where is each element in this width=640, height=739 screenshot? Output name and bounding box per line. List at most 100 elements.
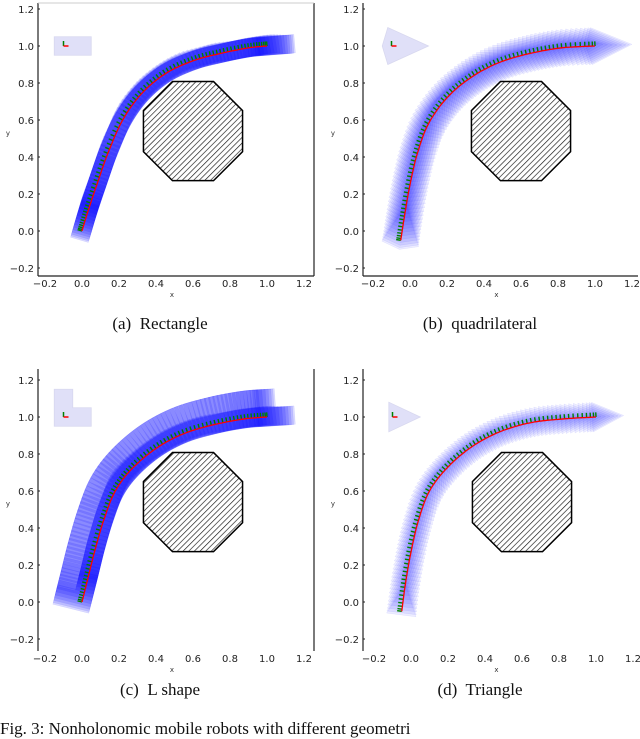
y-tick-label: 0.8 — [343, 79, 359, 90]
x-axis-label: x — [494, 666, 498, 674]
y-tick-label: 0.8 — [343, 450, 359, 461]
x-tick-label: 1.2 — [625, 654, 640, 665]
x-axis-label: x — [170, 666, 174, 674]
caption-d: (d) Triangle — [320, 680, 640, 700]
caption-b-label: (b) — [423, 314, 443, 333]
y-tick-label: −0.2 — [335, 264, 359, 275]
x-tick-label: 0.4 — [148, 654, 164, 665]
y-tick-label: 0.0 — [343, 227, 359, 238]
x-axis-label: x — [494, 291, 498, 299]
x-tick-label: 0.4 — [477, 654, 493, 665]
caption-a-label: (a) — [112, 314, 131, 333]
caption-a-text: Rectangle — [140, 314, 208, 333]
y-tick-label: 0.4 — [18, 153, 34, 164]
x-tick-label: 0.6 — [185, 654, 201, 665]
x-tick-label: 0.0 — [402, 279, 418, 290]
robot-shape-legend — [54, 389, 91, 426]
robot-shape-legend — [382, 28, 428, 65]
y-axis-label: y — [331, 500, 335, 508]
x-tick-label: 1.2 — [624, 279, 640, 290]
x-tick-label: 0.6 — [185, 279, 201, 290]
y-tick-label: 0.0 — [18, 227, 34, 238]
x-tick-label: 0.0 — [403, 654, 419, 665]
x-axis-label: x — [170, 291, 174, 299]
plot-c: 1.2 1.0 0.8 0.6 0.4 0.2 0.0 −0.2 −0.2 0.0 0.2 0.4 0.… — [0, 366, 320, 666]
caption-c-label: (c) — [120, 680, 139, 699]
y-tick-label: 0.6 — [18, 116, 34, 127]
caption-c: (c) L shape — [0, 680, 320, 700]
x-tick-label: 0.2 — [111, 279, 127, 290]
x-tick-label: 0.4 — [476, 279, 492, 290]
y-tick-label: 0.8 — [18, 450, 34, 461]
y-tick-label: 1.0 — [18, 42, 34, 53]
y-tick-label: 1.2 — [18, 5, 34, 16]
plot-a: 1.2 1.0 0.8 0.6 0.4 0.2 0.0 −0.2 −0.2 0.0 0.2 0.4 0.… — [0, 0, 320, 300]
subfigure-d: 1.2 1.0 0.8 0.6 0.4 0.2 0.0 −0.2−0.2 0.0 0.2 0.4 0.… — [320, 366, 640, 666]
y-tick-label: 0.6 — [343, 487, 359, 498]
x-tick-label: 0.8 — [222, 654, 238, 665]
y-tick-label: 0.6 — [18, 487, 34, 498]
y-tick-label: 0.2 — [18, 561, 34, 572]
y-tick-label: −0.2 — [10, 635, 34, 646]
y-tick-label: 0.4 — [18, 524, 34, 535]
x-tick-label: −0.2 — [362, 654, 386, 665]
y-tick-label: 0.8 — [18, 79, 34, 90]
robot-shape-legend — [54, 37, 91, 56]
y-tick-label: 0.2 — [18, 190, 34, 201]
x-tick-label: 0.2 — [440, 654, 456, 665]
x-tick-label: 1.0 — [587, 279, 603, 290]
y-tick-label: −0.2 — [10, 264, 34, 275]
octagon-obstacle — [143, 453, 242, 552]
plot-d: 1.2 1.0 0.8 0.6 0.4 0.2 0.0 −0.2−0.2 0.0 0.2 0.4 0.… — [320, 366, 640, 666]
subfigure-b: 1.2 1.0 0.8 0.6 0.4 0.2 0.0 −0.2−0.2 0.0 0.2 0.4 0.… — [320, 0, 640, 300]
y-tick-label: 1.2 — [343, 376, 359, 387]
x-tick-label: 1.0 — [259, 279, 275, 290]
y-tick-label: 0.2 — [343, 561, 359, 572]
y-axis-label: y — [331, 130, 335, 138]
x-tick-label: 1.2 — [296, 279, 312, 290]
y-axis-label: y — [6, 130, 10, 138]
octagon-obstacle — [472, 453, 571, 552]
x-tick-label: 0.0 — [74, 654, 90, 665]
x-tick-label: −0.2 — [361, 279, 385, 290]
x-tick-label: 0.2 — [111, 654, 127, 665]
y-tick-label: 1.0 — [18, 413, 34, 424]
x-tick-label: 0.6 — [514, 654, 530, 665]
x-tick-label: 0.8 — [551, 654, 567, 665]
caption-b-text: quadrilateral — [451, 314, 537, 333]
octagon-obstacle — [143, 82, 242, 181]
y-tick-label: 1.0 — [343, 413, 359, 424]
x-tick-label: 0.8 — [550, 279, 566, 290]
caption-d-text: Triangle — [466, 680, 523, 699]
octagon-obstacle — [471, 82, 570, 181]
x-tick-label: 0.2 — [439, 279, 455, 290]
figure-caption: Fig. 3: Nonholonomic mobile robots with … — [0, 719, 640, 739]
caption-c-text: L shape — [147, 680, 200, 699]
x-tick-label: 0.8 — [222, 279, 238, 290]
y-tick-label: 0.0 — [18, 598, 34, 609]
caption-d-label: (d) — [437, 680, 457, 699]
subfigure-c: 1.2 1.0 0.8 0.6 0.4 0.2 0.0 −0.2 −0.2 0.0 0.2 0.4 0.… — [0, 366, 320, 666]
y-tick-label: 0.4 — [343, 153, 359, 164]
y-axis-label: y — [6, 500, 10, 508]
y-tick-label: 1.2 — [343, 5, 359, 16]
y-tick-label: 1.2 — [18, 376, 34, 387]
x-tick-label: −0.2 — [33, 279, 57, 290]
caption-a: (a) Rectangle — [0, 314, 320, 334]
x-tick-label: 1.2 — [296, 654, 312, 665]
x-tick-label: 1.0 — [588, 654, 604, 665]
y-tick-label: 0.4 — [343, 524, 359, 535]
caption-b: (b) quadrilateral — [320, 314, 640, 334]
x-tick-label: −0.2 — [33, 654, 57, 665]
subfigure-a: 1.2 1.0 0.8 0.6 0.4 0.2 0.0 −0.2 −0.2 0.0 0.2 0.4 0.… — [0, 0, 320, 300]
x-tick-label: 1.0 — [259, 654, 275, 665]
y-tick-label: −0.2 — [335, 635, 359, 646]
plot-b: 1.2 1.0 0.8 0.6 0.4 0.2 0.0 −0.2−0.2 0.0 0.2 0.4 0.… — [320, 0, 640, 300]
y-tick-label: 0.2 — [343, 190, 359, 201]
y-tick-label: 1.0 — [343, 42, 359, 53]
y-tick-label: 0.0 — [343, 598, 359, 609]
x-tick-label: 0.0 — [74, 279, 90, 290]
y-tick-label: 0.6 — [343, 116, 359, 127]
x-tick-label: 0.4 — [148, 279, 164, 290]
x-tick-label: 0.6 — [513, 279, 529, 290]
